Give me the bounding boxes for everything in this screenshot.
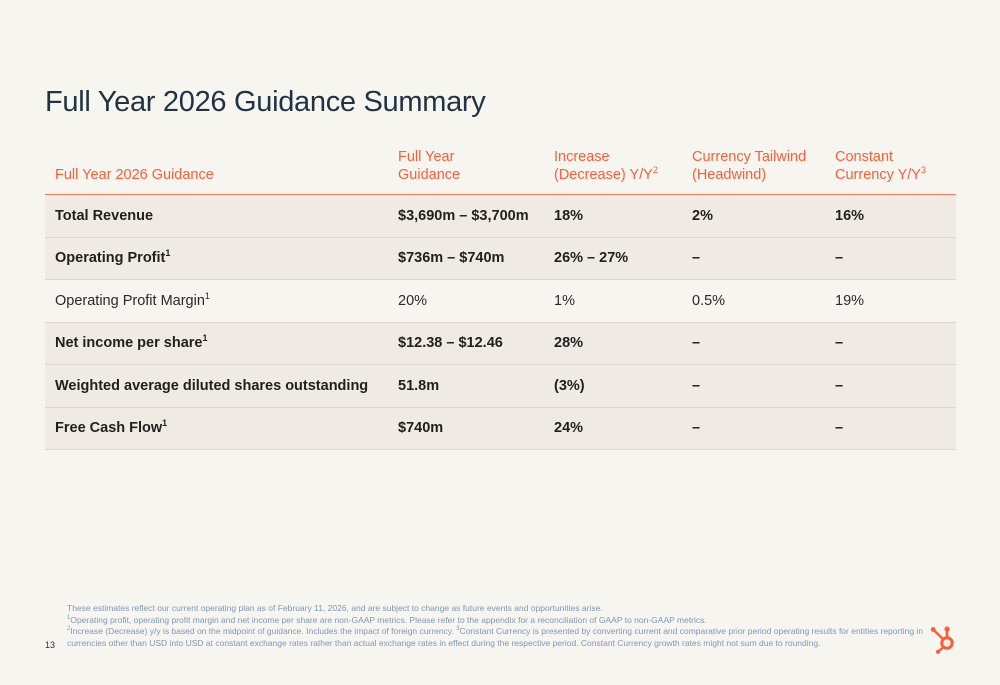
row-label: Total Revenue [45, 194, 388, 238]
footnote-intro: These estimates reflect our current oper… [67, 603, 603, 613]
header-constant-currency: Constant Currency Y/Y3 [825, 148, 956, 195]
row-label: Net income per share1 [45, 322, 388, 365]
header-guidance-item: Full Year 2026 Guidance [45, 148, 388, 195]
header-increase-decrease: Increase (Decrease) Y/Y2 [544, 148, 682, 195]
row-currency: – [682, 322, 825, 365]
header-sup: 2 [652, 165, 658, 176]
slide-title: Full Year 2026 Guidance Summary [45, 86, 486, 118]
footnotes: These estimates reflect our current oper… [67, 603, 937, 649]
row-constant: – [825, 364, 956, 408]
table-row: Operating Profit Margin1 20% 1% 0.5% 19% [45, 279, 956, 323]
row-guidance: $736m – $740m [388, 237, 544, 280]
row-change: 18% [544, 194, 682, 238]
row-constant: – [825, 237, 956, 280]
row-guidance: 51.8m [388, 364, 544, 408]
row-guidance: $12.38 – $12.46 [388, 322, 544, 365]
row-guidance: 20% [388, 279, 544, 323]
footnote-2-3: 2Increase (Decrease) y/y is based on the… [67, 626, 924, 648]
guidance-table: Full Year 2026 Guidance Full Year Guidanc… [45, 148, 956, 450]
row-currency: – [682, 364, 825, 408]
table-header-row: Full Year 2026 Guidance Full Year Guidanc… [45, 148, 956, 195]
hubspot-sprocket-icon [930, 626, 954, 654]
table-row: Weighted average diluted shares outstand… [45, 364, 956, 408]
row-label: Free Cash Flow1 [45, 407, 388, 450]
row-currency: 2% [682, 194, 825, 238]
table-row: Free Cash Flow1 $740m 24% – – [45, 407, 956, 450]
header-full-year-guidance: Full Year Guidance [388, 148, 544, 195]
row-change: (3%) [544, 364, 682, 408]
row-currency: 0.5% [682, 279, 825, 323]
row-currency: – [682, 407, 825, 450]
row-label: Weighted average diluted shares outstand… [45, 364, 388, 408]
row-change: 26% – 27% [544, 237, 682, 280]
row-label: Operating Profit Margin1 [45, 279, 388, 323]
row-change: 28% [544, 322, 682, 365]
row-change: 24% [544, 407, 682, 450]
row-currency: – [682, 237, 825, 280]
table-row: Total Revenue $3,690m – $3,700m 18% 2% 1… [45, 194, 956, 238]
row-guidance: $740m [388, 407, 544, 450]
row-constant: – [825, 407, 956, 450]
row-constant: 16% [825, 194, 956, 238]
row-guidance: $3,690m – $3,700m [388, 194, 544, 238]
header-sup: 3 [920, 165, 926, 176]
page-number: 13 [45, 640, 56, 650]
row-change: 1% [544, 279, 682, 323]
row-constant: 19% [825, 279, 956, 323]
table-row: Operating Profit1 $736m – $740m 26% – 27… [45, 237, 956, 280]
header-currency-tailwind: Currency Tailwind (Headwind) [682, 148, 825, 195]
row-constant: – [825, 322, 956, 365]
row-label: Operating Profit1 [45, 237, 388, 280]
table-row: Net income per share1 $12.38 – $12.46 28… [45, 322, 956, 365]
footnote-1: 1Operating profit, operating profit marg… [67, 614, 707, 625]
